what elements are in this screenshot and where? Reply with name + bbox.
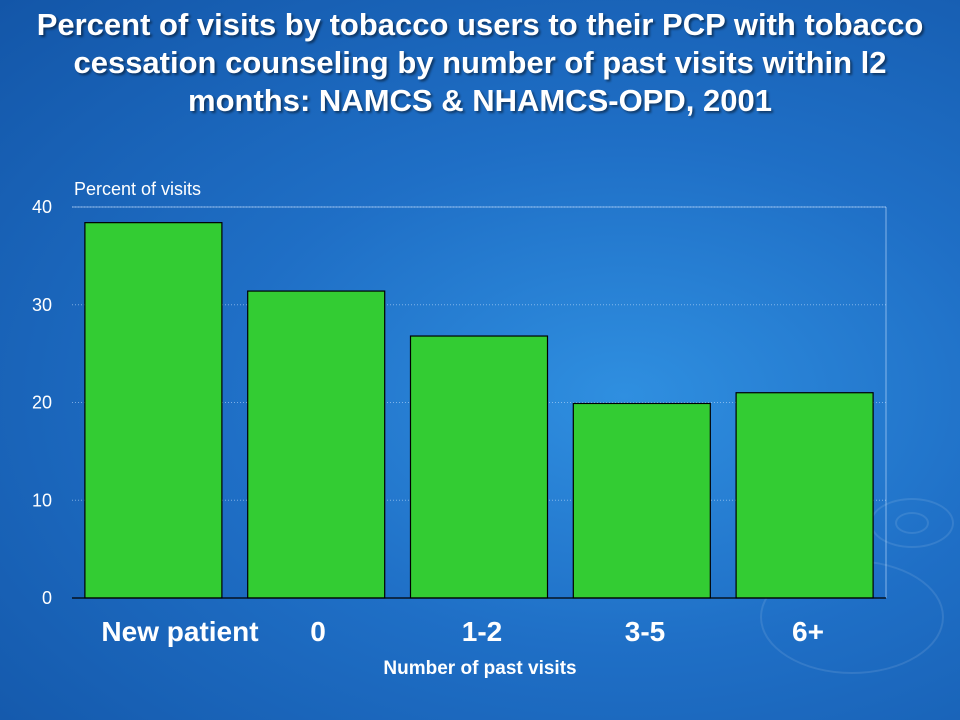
y-tick-label: 10 [32, 490, 52, 510]
x-category-label: New patient [101, 616, 258, 647]
bar-0 [84, 222, 223, 599]
x-category-label: 0 [310, 616, 326, 647]
bar-1 [247, 290, 386, 599]
y-tick-label: 40 [32, 197, 52, 217]
x-category-label: 1-2 [462, 616, 502, 647]
bar-3 [572, 402, 711, 599]
y-axis-label: Percent of visits [74, 179, 202, 199]
x-category-label: 6+ [792, 616, 824, 647]
y-tick-label: 20 [32, 393, 52, 413]
x-category-label: 3-5 [625, 616, 665, 647]
x-axis-label: Number of past visits [383, 658, 577, 679]
bars [72, 222, 886, 599]
bar-4 [735, 392, 874, 599]
y-tick-label: 30 [32, 295, 52, 315]
y-tick-label: 0 [42, 588, 52, 608]
chart-title: Percent of visits by tobacco users to th… [36, 7, 924, 118]
bar-2 [409, 335, 549, 599]
x-category-labels: New patient 0 1-2 3-5 6+ [101, 616, 824, 647]
y-tick-labels: 0 10 20 30 40 [32, 197, 52, 608]
